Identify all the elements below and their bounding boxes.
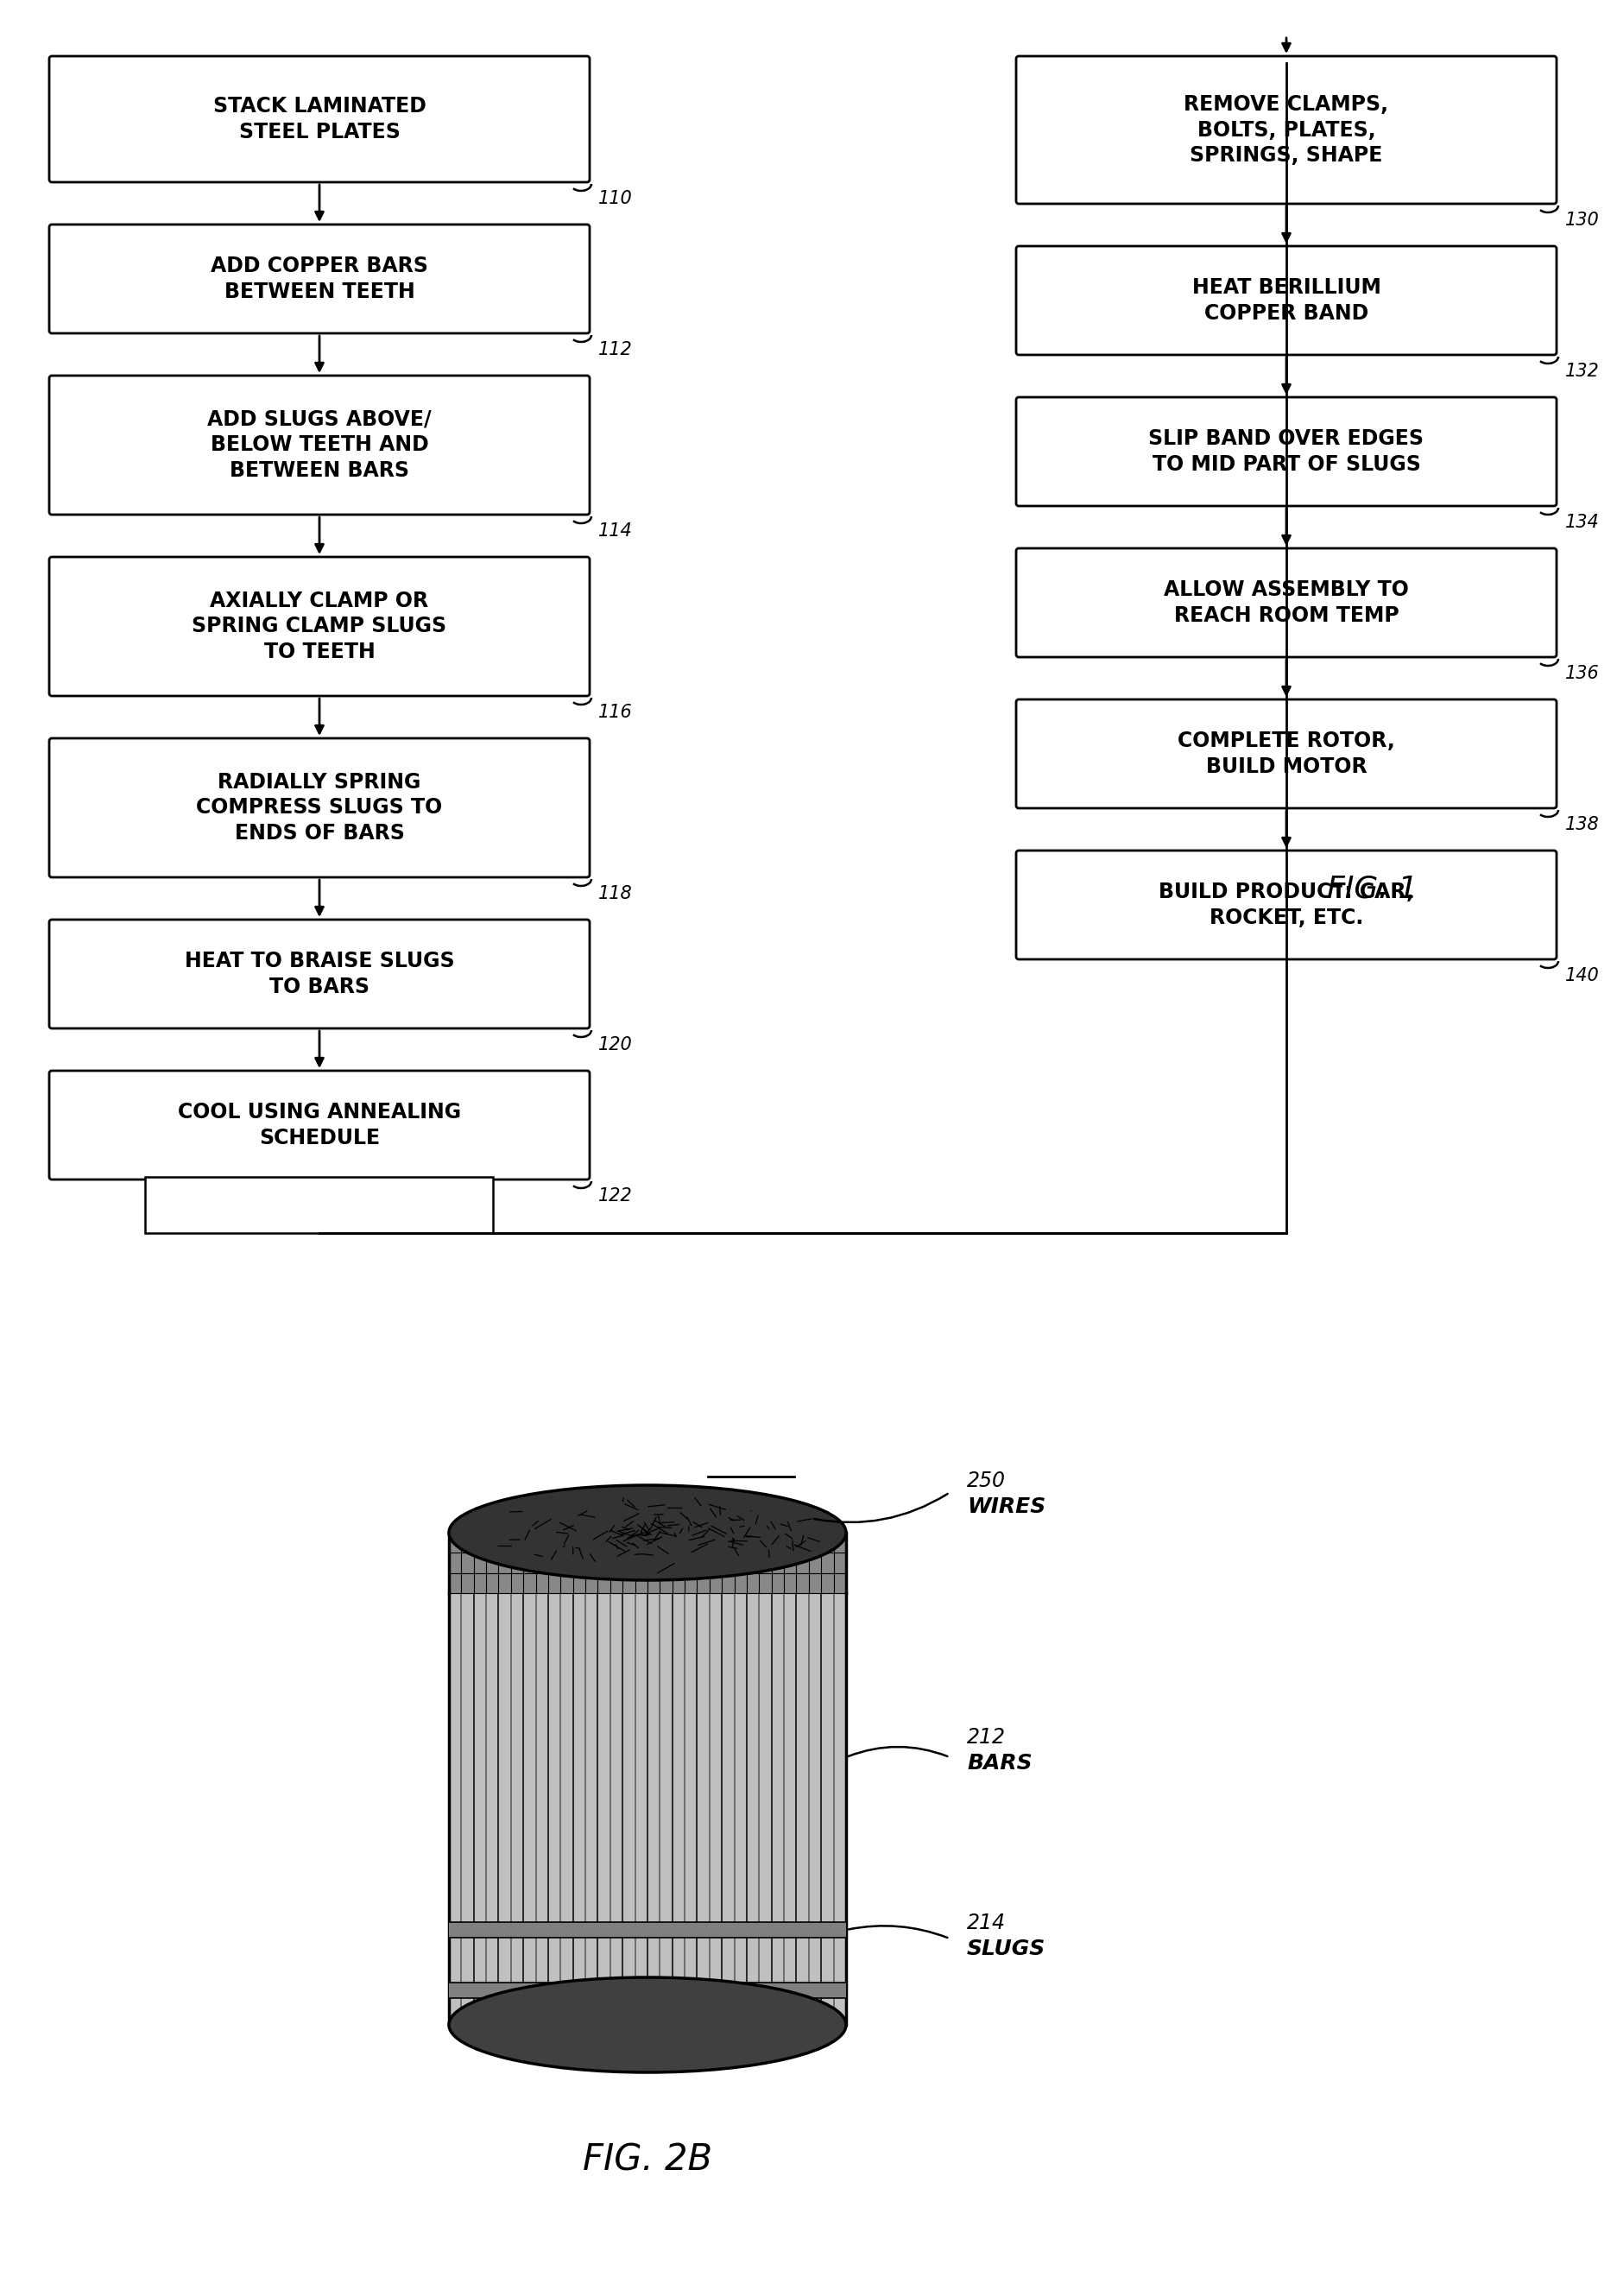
- Bar: [450, 1534, 846, 1593]
- Bar: [146, 1178, 493, 1233]
- Bar: [450, 1981, 846, 1998]
- Text: 122: 122: [598, 1187, 632, 1205]
- Text: FIG. 1: FIG. 1: [1328, 875, 1418, 905]
- Text: 250: 250: [967, 1472, 1006, 1492]
- Text: 140: 140: [1565, 967, 1599, 985]
- Text: 110: 110: [598, 191, 632, 207]
- Text: STACK LAMINATED
STEEL PLATES: STACK LAMINATED STEEL PLATES: [213, 96, 425, 142]
- FancyBboxPatch shape: [1015, 850, 1557, 960]
- Text: SLUGS: SLUGS: [967, 1938, 1046, 1958]
- Text: 138: 138: [1565, 815, 1599, 833]
- Text: ALLOW ASSEMBLY TO
REACH ROOM TEMP: ALLOW ASSEMBLY TO REACH ROOM TEMP: [1164, 579, 1408, 627]
- Text: 116: 116: [598, 705, 632, 721]
- FancyBboxPatch shape: [1015, 246, 1557, 356]
- FancyBboxPatch shape: [49, 377, 590, 514]
- FancyBboxPatch shape: [1015, 397, 1557, 505]
- Text: 132: 132: [1565, 363, 1599, 379]
- Text: 134: 134: [1565, 514, 1599, 530]
- FancyBboxPatch shape: [1015, 700, 1557, 808]
- Text: BARS: BARS: [967, 1752, 1032, 1773]
- FancyBboxPatch shape: [49, 55, 590, 181]
- Text: FIG. 2B: FIG. 2B: [582, 2142, 711, 2177]
- Text: ADD SLUGS ABOVE/
BELOW TEETH AND
BETWEEN BARS: ADD SLUGS ABOVE/ BELOW TEETH AND BETWEEN…: [207, 409, 432, 482]
- Ellipse shape: [450, 1486, 846, 1580]
- FancyBboxPatch shape: [49, 225, 590, 333]
- Text: 112: 112: [598, 342, 632, 358]
- Text: 118: 118: [598, 884, 632, 902]
- FancyBboxPatch shape: [49, 921, 590, 1029]
- Text: COMPLETE ROTOR,
BUILD MOTOR: COMPLETE ROTOR, BUILD MOTOR: [1177, 730, 1395, 776]
- Text: 136: 136: [1565, 666, 1599, 682]
- FancyBboxPatch shape: [49, 558, 590, 696]
- Text: 130: 130: [1565, 211, 1599, 230]
- FancyBboxPatch shape: [1015, 549, 1557, 657]
- Text: HEAT TO BRAISE SLUGS
TO BARS: HEAT TO BRAISE SLUGS TO BARS: [184, 951, 454, 996]
- Text: AXIALLY CLAMP OR
SPRING CLAMP SLUGS
TO TEETH: AXIALLY CLAMP OR SPRING CLAMP SLUGS TO T…: [192, 590, 446, 664]
- Bar: [450, 1593, 846, 2025]
- Text: 212: 212: [967, 1727, 1006, 1747]
- Text: 114: 114: [598, 523, 632, 540]
- Text: HEAT BERILLIUM
COPPER BAND: HEAT BERILLIUM COPPER BAND: [1192, 278, 1381, 324]
- Text: WIRES: WIRES: [967, 1497, 1046, 1518]
- FancyBboxPatch shape: [49, 1070, 590, 1180]
- Bar: [450, 1922, 846, 1938]
- Text: COOL USING ANNEALING
SCHEDULE: COOL USING ANNEALING SCHEDULE: [178, 1102, 461, 1148]
- FancyBboxPatch shape: [49, 739, 590, 877]
- Text: SLIP BAND OVER EDGES
TO MID PART OF SLUGS: SLIP BAND OVER EDGES TO MID PART OF SLUG…: [1148, 429, 1425, 475]
- Text: RADIALLY SPRING
COMPRESS SLUGS TO
ENDS OF BARS: RADIALLY SPRING COMPRESS SLUGS TO ENDS O…: [196, 771, 443, 845]
- Text: 214: 214: [967, 1913, 1006, 1933]
- Text: 120: 120: [598, 1035, 632, 1054]
- FancyBboxPatch shape: [1015, 55, 1557, 204]
- Text: REMOVE CLAMPS,
BOLTS, PLATES,
SPRINGS, SHAPE: REMOVE CLAMPS, BOLTS, PLATES, SPRINGS, S…: [1184, 94, 1389, 165]
- Text: BUILD PRODUCT: CAR,
ROCKET, ETC.: BUILD PRODUCT: CAR, ROCKET, ETC.: [1159, 882, 1413, 928]
- Ellipse shape: [450, 1977, 846, 2073]
- Text: ADD COPPER BARS
BETWEEN TEETH: ADD COPPER BARS BETWEEN TEETH: [210, 255, 429, 303]
